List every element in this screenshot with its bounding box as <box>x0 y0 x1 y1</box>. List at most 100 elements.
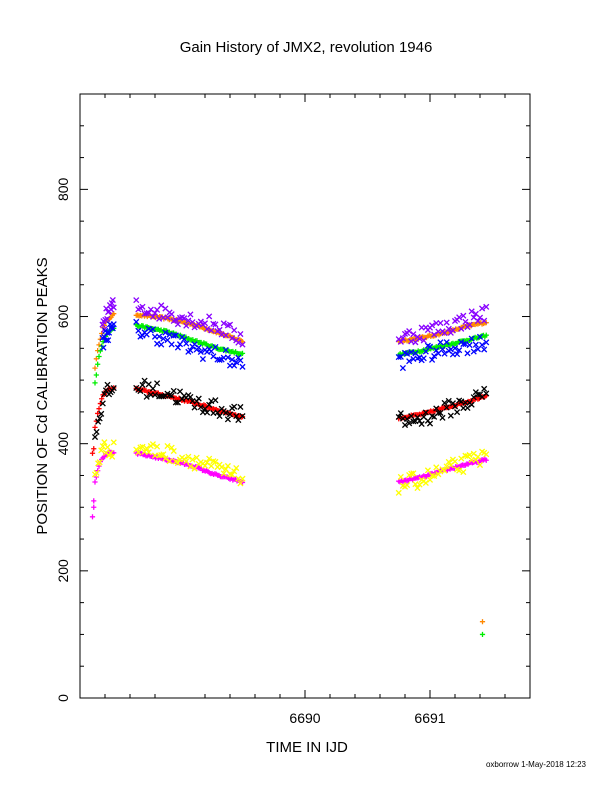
data-point <box>154 443 161 450</box>
data-point <box>139 443 146 450</box>
data-point <box>187 463 194 470</box>
data-point <box>201 462 209 469</box>
data-point <box>93 356 99 362</box>
data-point <box>197 318 204 325</box>
data-point <box>445 397 452 404</box>
x-tick-label: 6690 <box>289 710 320 726</box>
data-point <box>410 470 417 477</box>
y-axis: 0 200 400 600 800 <box>55 93 530 702</box>
data-point <box>422 348 429 355</box>
data-point <box>231 327 238 334</box>
data-point <box>410 331 417 338</box>
data-point <box>156 452 163 459</box>
data-point <box>229 471 236 478</box>
data-point <box>229 356 236 363</box>
data-point <box>104 329 111 336</box>
x-axis-label: TIME IN IJD <box>266 739 348 756</box>
data-point <box>93 428 100 435</box>
data-point <box>187 347 194 354</box>
data-point <box>149 441 156 448</box>
data-point <box>431 472 438 480</box>
data-point <box>212 344 219 351</box>
data-point <box>456 467 463 474</box>
data-point <box>151 309 159 317</box>
data-point <box>449 400 456 407</box>
data-point <box>416 335 423 342</box>
data-point <box>218 464 225 471</box>
data-point <box>470 348 477 355</box>
data-point <box>168 444 175 451</box>
y-tick-label: 0 <box>55 694 71 702</box>
data-point <box>226 411 234 418</box>
data-point <box>224 462 231 470</box>
data-point <box>479 341 486 348</box>
data-point <box>476 333 484 340</box>
data-point <box>424 467 431 474</box>
data-point <box>237 403 244 411</box>
data-point <box>414 484 421 492</box>
data-point <box>460 312 467 319</box>
data-point <box>197 348 204 356</box>
x-tick-label: 6691 <box>414 710 445 726</box>
data-point <box>222 409 229 416</box>
data-point <box>105 337 112 344</box>
data-point <box>483 332 489 338</box>
data-point <box>191 404 198 411</box>
data-point <box>99 400 106 407</box>
data-point <box>462 340 469 348</box>
data-point <box>99 396 105 402</box>
data-point <box>483 303 490 310</box>
data-point <box>166 458 173 465</box>
data-point <box>133 318 140 325</box>
data-point <box>231 403 238 410</box>
data-point <box>443 319 450 326</box>
data-point <box>451 345 459 352</box>
data-point <box>135 327 142 334</box>
data-point <box>404 415 411 423</box>
data-point <box>464 404 471 411</box>
data-point <box>197 404 204 411</box>
outlier-point <box>91 446 97 452</box>
data-point <box>168 392 175 399</box>
chart-title: Gain History of JMX2, revolution 1946 <box>180 39 433 56</box>
data-point <box>96 415 103 422</box>
data-point <box>237 357 244 364</box>
data-point <box>101 391 108 398</box>
outlier-point <box>479 619 486 625</box>
data-point <box>420 355 427 362</box>
data-point <box>195 344 202 351</box>
data-point <box>401 421 409 429</box>
data-point <box>143 393 150 400</box>
y-axis-label: POSITION OF Cd CALIBRATION PEAKS <box>34 257 51 534</box>
data-point <box>451 458 459 465</box>
outlier-point <box>91 504 97 510</box>
data-point <box>458 455 465 462</box>
data-point <box>429 322 436 329</box>
data-point <box>441 467 448 474</box>
data-point <box>472 341 479 348</box>
data-point <box>172 332 179 339</box>
data-point <box>183 340 190 347</box>
data-point <box>235 339 242 346</box>
data-point <box>474 453 481 460</box>
data-point <box>439 346 446 353</box>
data-point <box>168 311 175 318</box>
data-point <box>224 416 231 423</box>
data-point <box>395 489 402 496</box>
data-point <box>466 451 473 459</box>
data-point <box>449 327 456 334</box>
y-tick-label: 200 <box>55 559 71 583</box>
data-point <box>185 453 192 460</box>
data-point <box>445 458 452 465</box>
data-point <box>233 413 240 420</box>
data-point <box>92 479 98 485</box>
data-point <box>191 341 198 348</box>
data-point <box>481 385 488 392</box>
data-point <box>93 469 100 476</box>
data-point <box>458 325 465 332</box>
data-point <box>229 335 236 342</box>
data-point <box>445 325 452 332</box>
data-point <box>174 344 181 351</box>
data-point <box>481 317 488 324</box>
data-point <box>422 409 429 416</box>
